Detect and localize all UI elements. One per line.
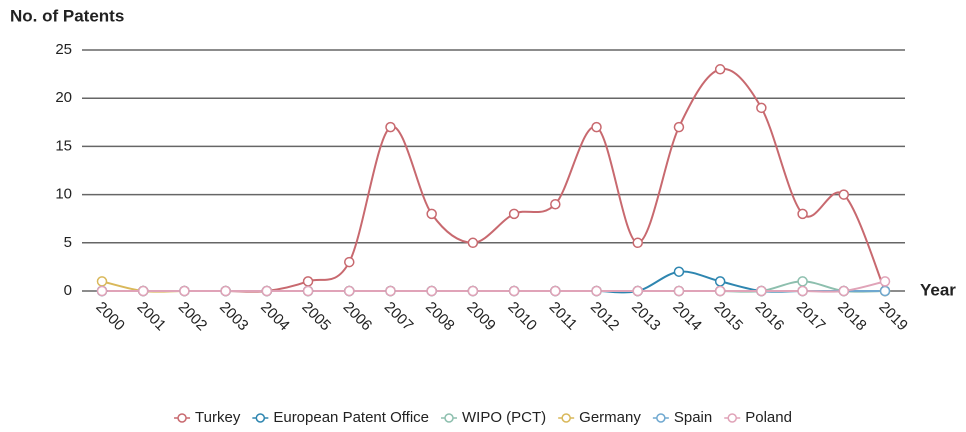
data-point	[426, 208, 437, 220]
series-line	[101, 67, 886, 293]
x-tick-label: 2013	[628, 299, 664, 335]
x-tick-label: 2018	[834, 299, 870, 335]
data-point	[385, 285, 396, 297]
legend-item: Germany	[558, 409, 641, 426]
data-point	[632, 285, 643, 297]
data-point	[797, 208, 808, 220]
legend-item: Spain	[652, 409, 712, 426]
y-tick-label: 5	[64, 234, 72, 251]
data-point	[220, 285, 231, 297]
legend-label: WIPO (PCT)	[462, 409, 546, 426]
legend-label: Spain	[674, 409, 712, 426]
legend-label: Turkey	[195, 409, 241, 426]
data-point	[96, 276, 108, 287]
x-axis-label: Year	[920, 280, 956, 299]
data-point	[632, 237, 643, 249]
x-tick-label: 2016	[752, 299, 788, 335]
x-tick-label: 2014	[669, 299, 705, 335]
x-tick-label: 2017	[793, 299, 829, 335]
x-tick-label: 2011	[546, 299, 581, 334]
legend-marker	[727, 413, 737, 423]
legend: Turkey European Patent Office WIPO (PCT) Ge…	[174, 409, 792, 426]
y-tick-label: 0	[64, 282, 72, 299]
data-point	[797, 276, 808, 287]
y-tick-label: 25	[55, 41, 72, 58]
data-point	[879, 285, 891, 297]
data-point	[838, 189, 850, 200]
data-point	[714, 285, 726, 297]
x-tick-label: 2019	[875, 299, 911, 335]
data-point	[879, 276, 891, 287]
y-tick-label: 10	[55, 186, 72, 203]
data-point	[591, 121, 602, 133]
x-tick-label: 2012	[587, 299, 623, 335]
legend-item: Turkey	[174, 409, 241, 426]
legend-label: European Patent Office	[273, 409, 429, 426]
data-point	[96, 285, 108, 297]
legend-marker	[561, 413, 571, 423]
x-tick-label: 2001	[134, 299, 170, 335]
data-point	[302, 285, 314, 297]
data-point	[467, 237, 479, 249]
data-point	[179, 285, 190, 297]
data-point	[756, 102, 767, 114]
data-point	[591, 285, 602, 297]
data-point	[508, 208, 520, 220]
y-tick-label: 15	[55, 137, 72, 154]
legend-item: WIPO (PCT)	[441, 409, 546, 426]
x-tick-label: 2008	[422, 299, 458, 335]
legend-marker	[255, 413, 266, 423]
x-tick-label: 2000	[92, 299, 128, 335]
x-tick-label: 2009	[463, 299, 499, 335]
data-point	[756, 285, 767, 297]
data-point	[550, 285, 561, 297]
data-point	[714, 64, 726, 75]
y-tick-label: 20	[55, 89, 72, 106]
x-tick-label: 2010	[504, 299, 540, 335]
data-point	[426, 285, 437, 297]
legend-marker	[656, 413, 666, 423]
data-point	[838, 285, 850, 297]
legend-item: Poland	[724, 409, 792, 426]
x-tick-label: 2003	[216, 299, 252, 335]
data-point	[344, 285, 355, 297]
x-tick-label: 2004	[257, 299, 293, 335]
data-point	[673, 266, 685, 277]
series-line	[101, 280, 886, 293]
data-point	[508, 285, 520, 297]
data-point	[385, 121, 396, 133]
data-point	[137, 285, 149, 297]
y-axis-label: No. of Patents	[10, 6, 124, 25]
x-tick-label: 2002	[175, 299, 211, 335]
data-point	[673, 285, 685, 297]
data-point	[467, 285, 479, 297]
legend-label: Germany	[579, 409, 641, 426]
data-point	[344, 256, 355, 268]
data-point	[302, 276, 314, 287]
data-point	[550, 198, 561, 210]
x-tick-label: 2015	[711, 299, 747, 335]
legend-label: Poland	[745, 409, 792, 426]
x-tick-label: 2006	[340, 299, 376, 335]
data-point	[261, 285, 273, 297]
data-point	[673, 121, 685, 133]
data-point	[714, 276, 726, 287]
legend-marker	[177, 413, 187, 423]
data-point	[797, 285, 808, 297]
x-tick-label: 2005	[298, 299, 334, 335]
x-tick-label: 2007	[381, 299, 417, 335]
legend-item: European Patent Office	[252, 409, 429, 426]
legend-marker	[444, 413, 454, 423]
